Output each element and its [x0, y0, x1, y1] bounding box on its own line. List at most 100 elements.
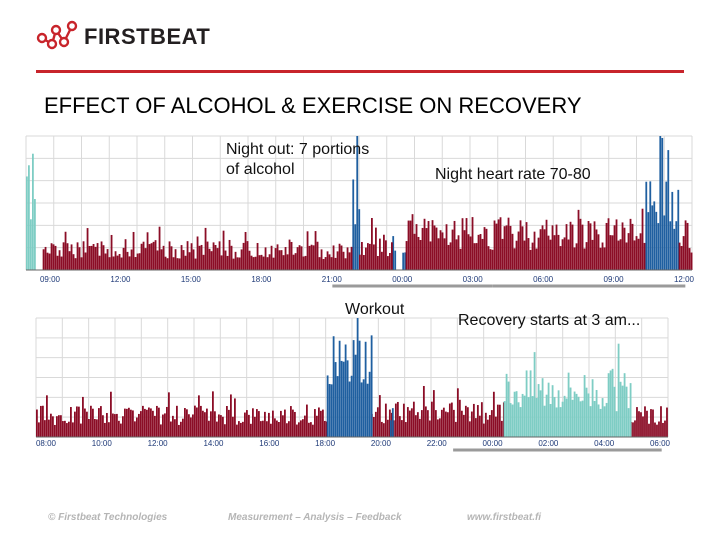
- bar-stress: [486, 419, 489, 437]
- bar-stress: [228, 409, 230, 437]
- bar-stress: [170, 246, 173, 270]
- bar-stress: [284, 409, 286, 437]
- bar-stress: [678, 242, 681, 270]
- bar-stress: [636, 407, 638, 437]
- bar-stress: [70, 407, 72, 437]
- bar-recovery: [607, 373, 610, 437]
- bar-stress: [316, 415, 318, 437]
- bar-stress: [642, 416, 644, 437]
- bar-stress: [521, 226, 524, 270]
- bar-stress: [452, 409, 455, 437]
- bar-stress: [104, 422, 106, 437]
- bar-stress: [200, 405, 202, 437]
- bar-recovery: [507, 381, 510, 437]
- bar-exercise: [352, 179, 355, 270]
- bar-stress: [324, 257, 327, 270]
- bar-stress: [54, 424, 56, 437]
- bar-stress: [436, 419, 439, 437]
- bar-stress: [240, 422, 242, 437]
- bar-stress: [575, 243, 578, 270]
- bar-stress: [511, 233, 514, 270]
- bar-recovery: [521, 393, 524, 437]
- bar-stress: [264, 247, 267, 270]
- bar-stress: [92, 244, 95, 270]
- bar-exercise: [344, 344, 347, 437]
- bar-stress: [208, 248, 211, 270]
- x-tick-label: 12:00: [674, 275, 695, 284]
- bar-stress: [314, 409, 316, 437]
- bar-stress: [64, 231, 67, 270]
- footer-tagline: Measurement – Analysis – Feedback: [228, 512, 402, 523]
- annotation-night-heart-rate: Night heart rate 70-80: [435, 166, 591, 183]
- bar-recovery: [34, 199, 36, 270]
- bar-stress: [302, 256, 305, 270]
- bar-stress: [577, 209, 580, 270]
- bar-stress: [110, 391, 112, 437]
- bar-stress: [379, 238, 381, 270]
- bar-stress: [250, 423, 252, 437]
- bar-stress: [260, 421, 262, 437]
- bar-stress: [686, 222, 689, 270]
- bar-stress: [204, 412, 206, 437]
- bar-stress: [402, 403, 405, 437]
- bar-stress: [656, 424, 658, 437]
- bar-exercise: [649, 181, 652, 270]
- bar-stress: [392, 420, 395, 437]
- bar-exercise: [394, 250, 397, 270]
- bar-stress: [234, 251, 237, 270]
- bar-recovery: [535, 397, 538, 437]
- bar-stress: [539, 229, 542, 270]
- bar-exercise: [330, 384, 333, 437]
- bar-stress: [50, 243, 53, 270]
- bar-stress: [308, 245, 311, 270]
- bar-recovery: [569, 387, 572, 437]
- bar-stress: [180, 421, 182, 437]
- bar-recovery: [571, 399, 574, 437]
- bar-stress: [174, 249, 177, 270]
- bar-stress: [154, 240, 157, 270]
- bar-stress: [52, 416, 54, 437]
- bar-stress: [46, 395, 48, 437]
- bar-exercise: [338, 340, 341, 437]
- x-tick-label: 09:00: [604, 275, 625, 284]
- bar-stress: [74, 258, 77, 270]
- bar-stress: [216, 248, 219, 270]
- bar-stress: [56, 255, 59, 270]
- bar-recovery: [531, 396, 534, 437]
- bar-stress: [477, 234, 480, 270]
- bar-stress: [601, 242, 604, 270]
- bar-recovery: [28, 165, 30, 270]
- bar-stress: [334, 257, 337, 270]
- bar-stress: [80, 257, 83, 270]
- bar-stress: [369, 243, 371, 270]
- bar-stress: [599, 247, 602, 270]
- bar-stress: [306, 404, 308, 437]
- bar-exercise: [342, 361, 345, 437]
- bar-stress: [138, 253, 141, 270]
- bar-stress: [494, 416, 497, 437]
- bar-stress: [212, 242, 215, 270]
- bar-stress: [272, 410, 274, 437]
- bar-recovery: [543, 405, 546, 437]
- bar-stress: [268, 412, 270, 437]
- bar-stress: [408, 410, 411, 437]
- bar-exercise: [655, 211, 658, 270]
- bar-stress: [443, 238, 446, 270]
- bar-stress: [545, 219, 548, 270]
- bar-exercise: [354, 224, 357, 270]
- bar-stress: [474, 418, 477, 437]
- bar-exercise: [663, 215, 666, 270]
- bar-recovery: [629, 383, 632, 437]
- bar-stress: [660, 406, 662, 437]
- bar-stress: [98, 255, 101, 270]
- bar-stress: [609, 235, 612, 270]
- bar-stress: [611, 235, 614, 270]
- bar-stress: [500, 420, 503, 437]
- bar-stress: [310, 422, 312, 437]
- bar-stress: [507, 217, 510, 270]
- bar-stress: [302, 419, 304, 437]
- bar-stress: [488, 415, 491, 437]
- bar-stress: [417, 236, 420, 270]
- bar-stress: [346, 247, 349, 270]
- bar-stress: [662, 422, 664, 437]
